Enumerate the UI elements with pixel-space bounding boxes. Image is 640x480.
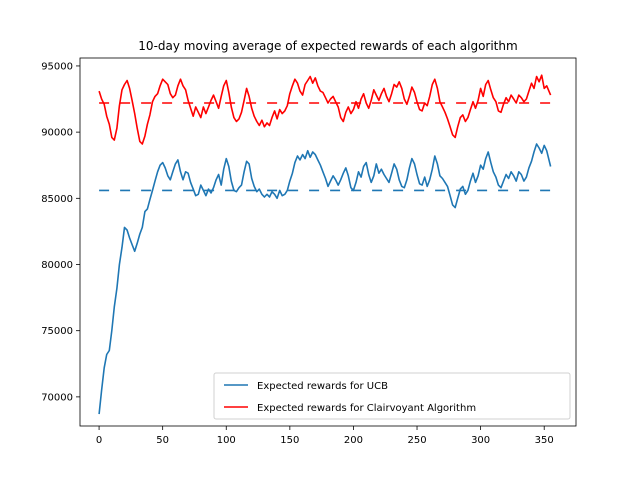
x-tick-label: 50 [156, 435, 169, 446]
y-tick-label: 85000 [41, 194, 73, 205]
legend-label-ucb: Expected rewards for UCB [257, 381, 388, 392]
chart-title: 10-day moving average of expected reward… [138, 39, 517, 53]
series-layer [98, 74, 552, 415]
y-tick-label: 80000 [41, 260, 73, 271]
x-tick-label: 100 [217, 435, 236, 446]
legend-label-clairvoyant: Expected rewards for Clairvoyant Algorit… [257, 403, 476, 414]
x-tick-label: 250 [407, 435, 426, 446]
y-tick-label: 70000 [41, 392, 73, 403]
plot-area [80, 58, 576, 426]
x-tick-label: 150 [280, 435, 299, 446]
x-axis: 0 50 100 150 200 250 300 350 [96, 426, 554, 446]
legend-box [213, 372, 571, 420]
legend: Expected rewards for UCB Expected reward… [213, 372, 571, 420]
x-tick-label: 0 [96, 435, 102, 446]
y-axis: 70000 75000 80000 85000 90000 95000 [41, 61, 80, 403]
clairvoyant-line [98, 74, 552, 145]
x-tick-label: 300 [471, 435, 490, 446]
ucb-line [98, 143, 552, 415]
y-tick-label: 95000 [41, 61, 73, 72]
x-tick-label: 200 [344, 435, 363, 446]
y-tick-label: 90000 [41, 128, 73, 139]
plot-frame [79, 57, 577, 427]
y-tick-label: 75000 [41, 326, 73, 337]
x-tick-label: 350 [535, 435, 554, 446]
